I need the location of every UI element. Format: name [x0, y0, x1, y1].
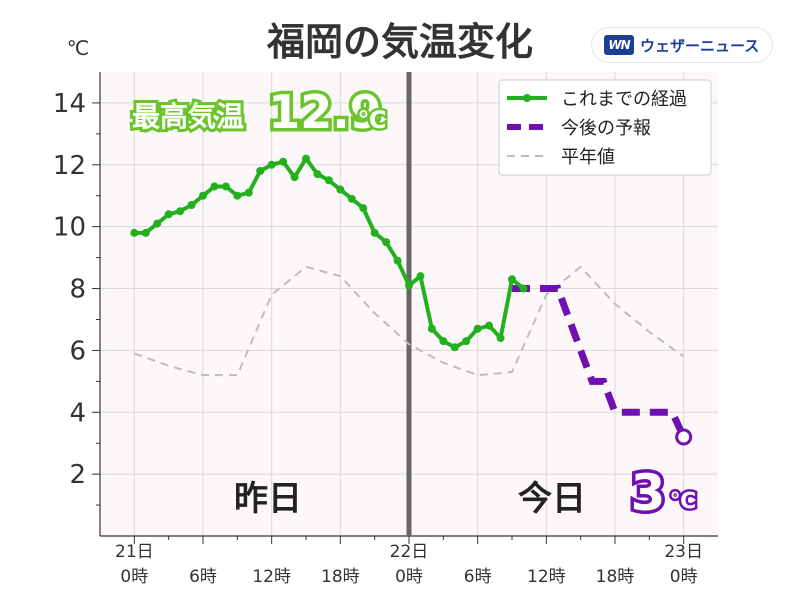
observed-point — [416, 272, 425, 281]
observed-point — [359, 204, 368, 213]
x-tick-label-hour: 0時 — [670, 567, 698, 587]
max-temp-value: 12.9 — [268, 85, 382, 139]
x-tick-label-date: 23日 — [664, 542, 703, 562]
x-tick-label-hour: 12時 — [252, 567, 291, 587]
observed-point — [153, 219, 162, 228]
x-tick-label-hour: 0時 — [120, 567, 148, 587]
legend-box — [498, 79, 712, 176]
observed-point — [233, 191, 242, 200]
observed-point — [382, 238, 391, 247]
x-tick-label-date: 21日 — [115, 542, 154, 562]
observed-point — [405, 281, 413, 290]
max-temp-unit: ℃ — [357, 106, 386, 134]
observed-point — [290, 173, 299, 182]
y-tick-label: 4 — [69, 398, 86, 428]
legend-label-observed: これまでの経過 — [561, 89, 687, 110]
logo-text: ウェザーニュース — [640, 37, 760, 55]
observed-point — [141, 228, 150, 237]
observed-point — [313, 170, 322, 179]
observed-point — [176, 207, 185, 216]
yesterday-label: 昨日 — [234, 479, 302, 519]
observed-point — [508, 275, 516, 284]
max-temp-label: 最高気温 — [132, 100, 244, 133]
observed-point — [164, 210, 173, 219]
x-tick-label-hour: 6時 — [464, 567, 492, 587]
observed-point — [519, 284, 528, 293]
weathernews-logo: WN ウェザーニュース — [592, 28, 772, 62]
observed-point — [302, 154, 310, 163]
y-tick-label: 12 — [53, 151, 86, 181]
series-line-forecast — [512, 285, 687, 439]
legend-swatch-observed-marker — [523, 94, 531, 102]
today-label: 今日 — [518, 479, 586, 519]
chart-title: 福岡の気温変化 — [266, 20, 533, 64]
observed-point — [199, 191, 207, 200]
x-tick-label-hour: 18時 — [321, 567, 360, 587]
legend-label-forecast: 今後の予報 — [561, 118, 651, 139]
series-line-normal — [133, 265, 685, 377]
observed-point — [347, 194, 356, 203]
observed-point — [279, 157, 288, 166]
y-tick-label: 14 — [53, 89, 86, 119]
observed-point — [130, 228, 139, 237]
x-tick-label-hour: 18時 — [596, 567, 635, 587]
x-tick-label-hour: 0時 — [395, 567, 423, 587]
forecast-temp-unit: ℃ — [670, 489, 697, 514]
observed-point — [221, 182, 230, 191]
y-tick-label: 8 — [69, 275, 86, 305]
observed-point — [439, 337, 448, 346]
observed-point — [324, 176, 333, 185]
observed-point — [370, 228, 379, 237]
x-tick-label-hour: 6時 — [189, 567, 217, 587]
observed-point — [210, 182, 219, 191]
observed-point — [462, 337, 471, 346]
y-tick-label: 2 — [69, 460, 86, 490]
observed-point — [256, 166, 265, 175]
observed-point — [187, 201, 196, 210]
x-tick-label-date: 22日 — [390, 542, 429, 562]
wn-logo-mark: WN — [604, 35, 634, 55]
forecast-endpoint-marker — [675, 428, 693, 446]
observed-point — [450, 343, 459, 352]
observed-point — [473, 324, 482, 333]
legend-label-normal: 平年値 — [561, 147, 615, 168]
observed-point — [393, 256, 402, 265]
y-tick-label: 6 — [69, 336, 86, 366]
y-tick-label: 10 — [53, 213, 86, 243]
y-unit-label: ℃ — [67, 36, 89, 60]
observed-point — [427, 324, 436, 333]
observed-point — [244, 188, 253, 197]
observed-point — [267, 160, 276, 169]
observed-point — [336, 185, 345, 194]
forecast-temp-value: 3 — [631, 464, 666, 522]
x-tick-label-hour: 12時 — [527, 567, 566, 587]
observed-point — [496, 334, 505, 343]
observed-point — [485, 321, 494, 330]
